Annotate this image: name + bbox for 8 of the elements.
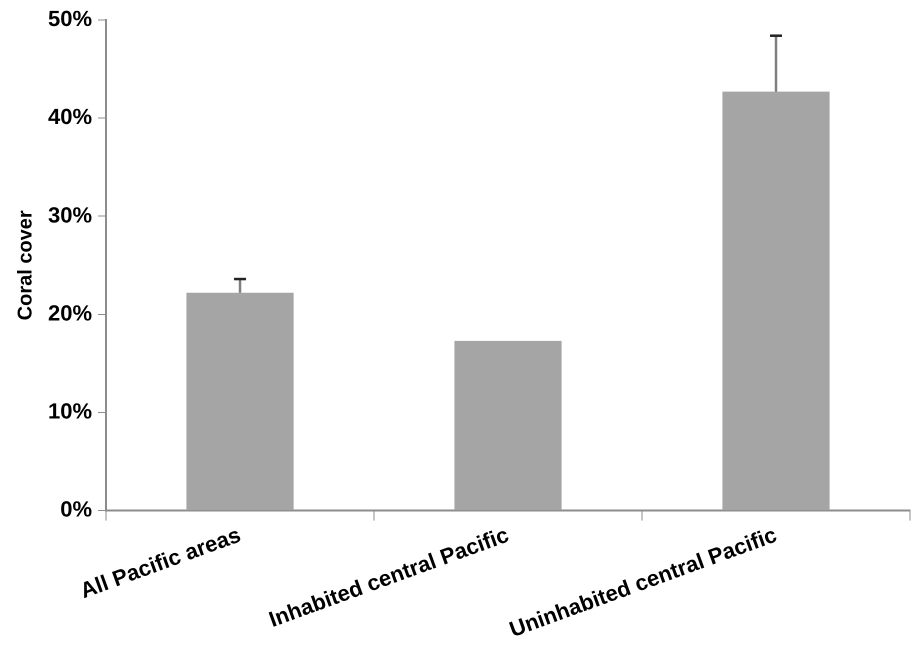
y-tick-label: 10% xyxy=(48,398,92,424)
y-axis-title: Coral cover xyxy=(14,210,37,320)
y-tick-label: 50% xyxy=(48,6,92,32)
y-tick-label: 0% xyxy=(60,496,92,522)
y-tick-label: 20% xyxy=(48,300,92,326)
y-tick-label: 40% xyxy=(48,104,92,130)
x-tick-label: All Pacific areas xyxy=(76,522,244,604)
y-tick-label: 30% xyxy=(48,202,92,228)
